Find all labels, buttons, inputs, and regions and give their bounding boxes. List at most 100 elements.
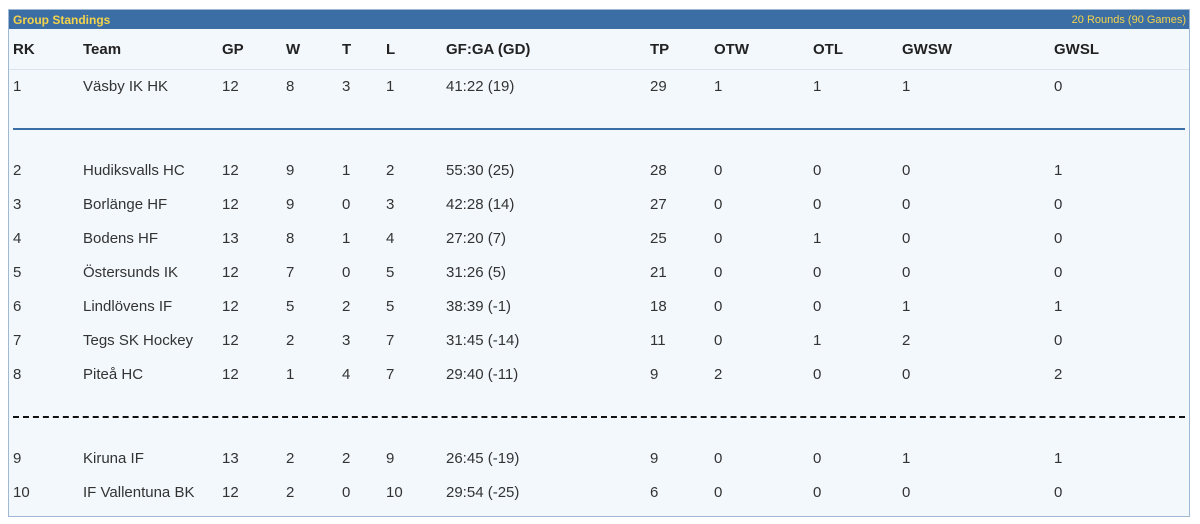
group-separator-solid (9, 104, 1189, 154)
cell-l: 3 (386, 196, 395, 213)
table-row[interactable]: 10 IF Vallentuna BK 12 2 0 10 29:54 (-25) 6 0 0 0 0 (9, 476, 1189, 510)
cell-t: 1 (342, 230, 351, 247)
cell-gwsl: 1 (1054, 450, 1063, 467)
col-header-w[interactable]: W (286, 41, 301, 58)
cell-gfga: 55:30 (25) (446, 162, 515, 179)
cell-tp: 11 (650, 332, 666, 349)
cell-team[interactable]: Borlänge HF (83, 196, 168, 213)
cell-otl: 0 (813, 366, 822, 383)
standings-body: 1 Väsby IK HK 12 8 3 1 41:22 (19) 29 1 1 1 0 2 Hudiks… (9, 69, 1189, 510)
cell-tp: 27 (650, 196, 667, 213)
col-header-otl[interactable]: OTL (813, 41, 843, 58)
cell-gp: 12 (222, 78, 239, 95)
cell-gp: 12 (222, 298, 239, 315)
col-header-gwsw[interactable]: GWSW (902, 41, 952, 58)
cell-gwsl: 1 (1054, 298, 1063, 315)
cell-gwsl: 2 (1054, 366, 1063, 383)
cell-gp: 12 (222, 484, 239, 501)
col-header-rk[interactable]: RK (13, 41, 35, 58)
cell-gfga: 31:26 (5) (446, 264, 507, 281)
cell-t: 2 (342, 450, 351, 467)
cell-t: 3 (342, 332, 351, 349)
cell-w: 5 (286, 298, 295, 315)
cell-l: 4 (386, 230, 395, 247)
cell-otl: 0 (813, 450, 822, 467)
cell-gwsw: 2 (902, 332, 911, 349)
cell-t: 3 (342, 78, 351, 95)
cell-team[interactable]: Östersunds IK (83, 264, 179, 281)
cell-tp: 6 (650, 484, 659, 501)
cell-gp: 12 (222, 366, 239, 383)
cell-gfga: 31:45 (-14) (446, 332, 520, 349)
cell-l: 10 (386, 484, 403, 501)
cell-w: 2 (286, 450, 295, 467)
cell-w: 9 (286, 162, 295, 179)
cell-team[interactable]: Piteå HC (83, 366, 144, 383)
cell-gfga: 41:22 (19) (446, 78, 515, 95)
cell-w: 2 (286, 484, 295, 501)
header-row: RK Team GP W T L GF:GA (GD) TP OTW OTL G… (9, 29, 1189, 69)
cell-team[interactable]: Väsby IK HK (83, 78, 169, 95)
cell-w: 7 (286, 264, 295, 281)
cell-otw: 0 (714, 196, 723, 213)
table-row[interactable]: 9 Kiruna IF 13 2 2 9 26:45 (-19) 9 0 0 1 1 (9, 442, 1189, 476)
col-header-gp[interactable]: GP (222, 41, 244, 58)
cell-gwsl: 0 (1054, 484, 1063, 501)
cell-otl: 0 (813, 484, 822, 501)
cell-otl: 0 (813, 162, 822, 179)
table-row[interactable]: 5 Östersunds IK 12 7 0 5 31:26 (5) 21 0 0 0 0 (9, 256, 1189, 290)
table-row[interactable]: 4 Bodens HF 13 8 1 4 27:20 (7) 25 0 1 0 0 (9, 222, 1189, 256)
cell-gfga: 38:39 (-1) (446, 298, 512, 315)
table-row[interactable]: 8 Piteå HC 12 1 4 7 29:40 (-11) 9 2 0 0 2 (9, 358, 1189, 392)
cell-rank: 8 (13, 366, 22, 383)
cell-team[interactable]: Tegs SK Hockey (83, 332, 194, 349)
cell-t: 4 (342, 366, 351, 383)
col-header-gwsl[interactable]: GWSL (1054, 41, 1099, 58)
cell-tp: 25 (650, 230, 667, 247)
table-row[interactable]: 3 Borlänge HF 12 9 0 3 42:28 (14) 27 0 0 0 0 (9, 188, 1189, 222)
cell-l: 5 (386, 298, 395, 315)
cell-gfga: 42:28 (14) (446, 196, 515, 213)
table-row[interactable]: 7 Tegs SK Hockey 12 2 3 7 31:45 (-14) 11 0 1 2 0 (9, 324, 1189, 358)
col-header-l[interactable]: L (386, 41, 396, 58)
cell-l: 7 (386, 366, 395, 383)
cell-gfga: 29:40 (-11) (446, 366, 519, 383)
cell-team[interactable]: IF Vallentuna BK (83, 484, 195, 501)
cell-rank: 1 (13, 78, 22, 95)
col-header-team[interactable]: Team (83, 41, 122, 58)
col-header-t[interactable]: T (342, 41, 352, 58)
cell-tp: 18 (650, 298, 667, 315)
cell-t: 1 (342, 162, 351, 179)
cell-otw: 0 (714, 230, 723, 247)
col-header-otw[interactable]: OTW (714, 41, 749, 58)
cell-otw: 0 (714, 162, 723, 179)
cell-gp: 12 (222, 162, 239, 179)
cell-l: 7 (386, 332, 395, 349)
cell-rank: 10 (13, 484, 30, 501)
table-row[interactable]: 2 Hudiksvalls HC 12 9 1 2 55:30 (25) 28 0 0 0 1 (9, 154, 1189, 188)
cell-team[interactable]: Bodens HF (83, 230, 159, 247)
cell-l: 1 (386, 78, 395, 95)
cell-tp: 21 (650, 264, 667, 281)
cell-rank: 5 (13, 264, 22, 281)
cell-team[interactable]: Kiruna IF (83, 450, 144, 467)
cell-otl: 1 (813, 78, 822, 95)
cell-otw: 0 (714, 450, 723, 467)
cell-rank: 6 (13, 298, 22, 315)
cell-gwsw: 0 (902, 264, 911, 281)
cell-team[interactable]: Lindlövens IF (83, 298, 173, 315)
cell-otl: 1 (813, 332, 822, 349)
table-row[interactable]: 6 Lindlövens IF 12 5 2 5 38:39 (-1) 18 0 0 1 1 (9, 290, 1189, 324)
cell-rank: 2 (13, 162, 22, 179)
cell-team[interactable]: Hudiksvalls HC (83, 162, 185, 179)
cell-w: 2 (286, 332, 295, 349)
cell-gwsw: 1 (902, 298, 911, 315)
table-row[interactable]: 1 Väsby IK HK 12 8 3 1 41:22 (19) 29 1 1 1 0 (9, 69, 1189, 104)
cell-l: 2 (386, 162, 395, 179)
cell-otw: 2 (714, 366, 723, 383)
cell-gfga: 29:54 (-25) (446, 484, 520, 501)
col-header-gfga[interactable]: GF:GA (GD) (446, 41, 531, 58)
cell-t: 0 (342, 264, 351, 281)
col-header-tp[interactable]: TP (650, 41, 670, 58)
cell-rank: 3 (13, 196, 22, 213)
